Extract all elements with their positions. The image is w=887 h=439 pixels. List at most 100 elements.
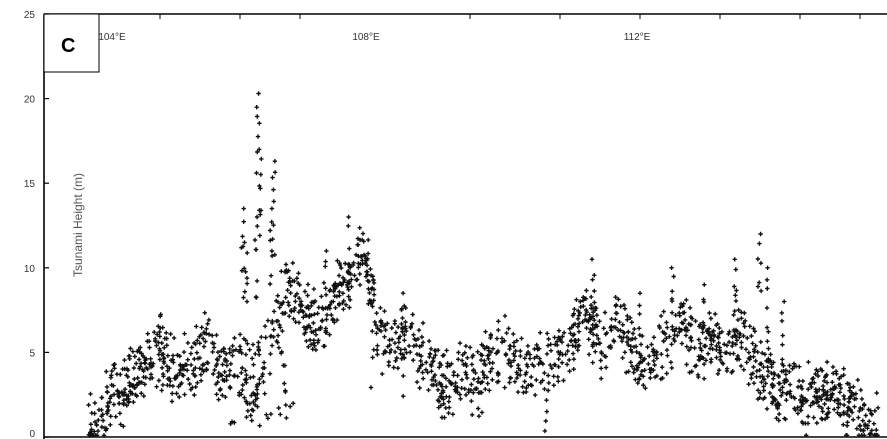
data-point — [624, 339, 630, 345]
data-point — [867, 419, 872, 424]
data-point — [626, 329, 631, 334]
data-point — [136, 357, 142, 362]
data-point — [402, 355, 407, 360]
data-point — [211, 345, 217, 350]
data-point — [152, 330, 157, 335]
data-point — [478, 380, 483, 386]
data-point — [164, 343, 169, 348]
data-point — [250, 342, 256, 347]
data-point — [345, 270, 351, 275]
data-point — [165, 368, 170, 373]
data-point — [638, 372, 643, 377]
data-point — [342, 277, 347, 283]
data-point — [464, 363, 469, 369]
data-point — [324, 317, 329, 322]
data-point — [575, 344, 581, 349]
data-point — [441, 353, 447, 358]
data-point — [742, 324, 747, 329]
data-point — [743, 318, 748, 323]
data-point — [343, 261, 348, 266]
data-point — [435, 387, 441, 392]
data-point — [216, 397, 221, 402]
data-point — [365, 251, 371, 256]
data-point — [757, 241, 762, 246]
data-point — [702, 323, 707, 328]
data-point — [275, 293, 280, 298]
data-point — [532, 355, 537, 361]
data-point — [449, 361, 454, 366]
data-point — [568, 331, 573, 336]
data-point — [334, 317, 340, 323]
data-point — [169, 399, 175, 404]
data-point — [665, 325, 670, 330]
data-point — [764, 277, 770, 282]
data-point — [857, 423, 863, 428]
data-point — [726, 331, 731, 337]
data-point — [165, 383, 170, 388]
data-point — [546, 380, 551, 386]
data-point — [576, 329, 582, 334]
data-point — [243, 377, 248, 383]
data-point — [453, 380, 458, 386]
data-point — [168, 331, 173, 337]
data-point — [456, 350, 461, 355]
data-point — [828, 387, 833, 392]
data-point — [590, 310, 596, 315]
data-point — [537, 356, 542, 361]
data-point — [841, 366, 846, 371]
data-point — [248, 413, 253, 418]
data-point — [319, 318, 325, 324]
data-point — [130, 391, 135, 396]
data-point — [619, 339, 625, 344]
data-point — [717, 331, 722, 336]
data-point — [548, 348, 554, 353]
data-point — [116, 401, 122, 406]
data-point — [444, 394, 449, 399]
data-point — [815, 369, 820, 374]
data-point — [192, 392, 197, 398]
data-point — [590, 314, 596, 319]
data-point — [594, 333, 599, 338]
data-point — [386, 363, 391, 368]
data-point — [701, 376, 707, 381]
data-point — [283, 389, 288, 395]
data-point — [734, 356, 740, 361]
data-point — [346, 223, 351, 229]
data-point — [657, 325, 662, 331]
data-point — [799, 419, 805, 425]
data-point — [415, 368, 421, 374]
data-point — [241, 295, 246, 300]
data-point — [476, 414, 482, 419]
data-point — [621, 302, 627, 308]
data-point — [443, 376, 449, 381]
data-point — [599, 376, 604, 381]
data-point — [200, 336, 206, 341]
data-point — [661, 339, 666, 344]
data-point — [188, 362, 194, 368]
data-point — [122, 392, 127, 397]
data-point — [698, 341, 703, 346]
data-point — [400, 352, 406, 357]
data-point — [545, 343, 551, 348]
data-point — [253, 397, 258, 402]
data-point — [323, 305, 328, 311]
data-point — [782, 299, 787, 304]
data-point — [609, 324, 614, 329]
data-point — [580, 319, 585, 325]
data-point — [288, 290, 293, 296]
data-point — [198, 378, 204, 383]
data-point — [145, 331, 150, 336]
data-point — [279, 351, 284, 356]
data-point — [733, 342, 738, 347]
data-point — [255, 391, 260, 397]
data-point — [618, 304, 623, 309]
data-point — [127, 356, 132, 361]
data-point — [254, 382, 260, 387]
data-point — [446, 399, 451, 404]
data-point — [345, 284, 350, 290]
data-point — [482, 375, 487, 380]
data-point — [830, 364, 836, 370]
data-point — [874, 427, 879, 433]
data-point — [217, 354, 222, 359]
data-point — [122, 387, 128, 392]
